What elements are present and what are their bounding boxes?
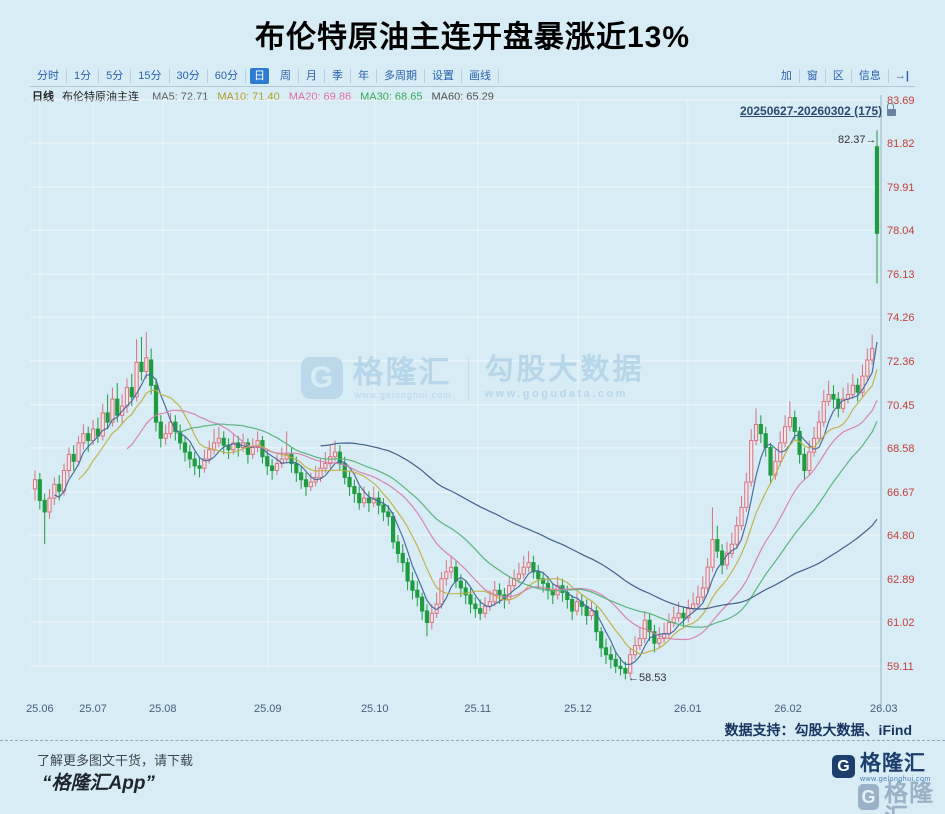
date-range-text: 20250627-20260302 (175) — [740, 104, 883, 118]
period-button-月[interactable]: 月 — [299, 69, 325, 83]
svg-text:26.01: 26.01 — [674, 703, 702, 715]
svg-text:68.58: 68.58 — [887, 443, 915, 455]
svg-text:72.36: 72.36 — [887, 356, 915, 368]
svg-text:70.45: 70.45 — [887, 400, 915, 412]
exit-fullscreen-icon[interactable]: →| — [894, 70, 909, 82]
svg-text:78.04: 78.04 — [887, 225, 915, 237]
svg-text:83.69: 83.69 — [887, 95, 915, 107]
period-button-30分[interactable]: 30分 — [170, 69, 208, 83]
low-price-annotation: ←58.53 — [628, 672, 667, 684]
watermark-gogudata-text: 勾股大数据 — [484, 354, 645, 386]
watermark-brand-text: 格隆汇 — [352, 354, 452, 390]
svg-text:26.02: 26.02 — [774, 703, 802, 715]
watermark-gogudata-url: www.gogudata.com — [484, 388, 628, 400]
svg-text:64.80: 64.80 — [887, 530, 915, 542]
period-button-group: 分时 1分 5分 15分 30分 60分日周月季年多周期 设置 画线 — [30, 68, 499, 84]
svg-text:76.13: 76.13 — [887, 269, 915, 281]
promo-app-name: “格隆汇App” — [42, 773, 155, 794]
period-button-5分[interactable]: 5分 — [99, 69, 132, 83]
gelonghui-logo-text: 格隆汇 — [860, 752, 926, 775]
page-title: 布伦特原油主连开盘暴涨近13% — [254, 21, 691, 54]
svg-text:25.08: 25.08 — [149, 703, 177, 715]
period-toolbar: 分时 1分 5分 15分 30分 60分日周月季年多周期 设置 画线 加窗区信息 →| — [30, 66, 915, 87]
period-button-多周期[interactable]: 多周期 — [377, 69, 425, 83]
chart-plot-area[interactable]: 83.69 81.82 79.91 78.04 76.13 74.26 72.36 70.45… — [0, 95, 945, 720]
watermark-brand-url: www.gelonghui.com — [354, 389, 452, 400]
tool-button-加[interactable]: 加 — [774, 69, 800, 83]
svg-text:61.02: 61.02 — [887, 617, 915, 629]
period-button-画线[interactable]: 画线 — [462, 69, 499, 83]
svg-text:62.89: 62.89 — [887, 574, 915, 586]
gelonghui-logo-echo: G 格隆汇 — [858, 782, 945, 814]
toolbar-right-tools: 加窗区信息 →| — [774, 69, 915, 83]
period-button-季[interactable]: 季 — [325, 69, 351, 83]
svg-text:25.07: 25.07 — [79, 703, 107, 715]
watermark-divider — [467, 356, 469, 400]
svg-text:81.82: 81.82 — [887, 138, 915, 150]
footer-divider — [0, 740, 945, 741]
svg-text:66.67: 66.67 — [887, 487, 915, 499]
period-button-年[interactable]: 年 — [351, 69, 377, 83]
svg-text:26.03: 26.03 — [870, 703, 898, 715]
tool-button-窗[interactable]: 窗 — [800, 69, 826, 83]
svg-text:25.09: 25.09 — [254, 703, 282, 715]
period-button-60分[interactable]: 60分 — [208, 69, 246, 83]
svg-text:25.06: 25.06 — [26, 703, 54, 715]
svg-text:25.10: 25.10 — [361, 703, 389, 715]
svg-text:25.12: 25.12 — [564, 703, 592, 715]
period-button-分时[interactable]: 分时 — [30, 69, 67, 83]
period-button-1分[interactable]: 1分 — [67, 69, 100, 83]
period-button-15分[interactable]: 15分 — [131, 69, 170, 83]
data-support-credit: 数据支持：勾股大数据、iFind — [724, 722, 912, 738]
tool-button-区[interactable]: 区 — [826, 69, 852, 83]
gelonghui-logo-icon: G — [832, 755, 855, 778]
period-button-周[interactable]: 周 — [273, 69, 299, 83]
date-range-label[interactable]: 20250627-20260302 (175) — [740, 103, 897, 118]
watermark: G 格隆汇 www.gelonghui.com 勾股大数据 www.goguda… — [300, 356, 644, 400]
tool-button-信息[interactable]: 信息 — [852, 69, 889, 83]
promo-text: 了解更多图文干货，请下载 — [37, 753, 194, 768]
period-button-日[interactable]: 日 — [250, 68, 269, 84]
high-price-annotation: 82.37→ — [838, 134, 877, 146]
svg-text:25.11: 25.11 — [464, 703, 491, 715]
gelonghui-logo-echo-icon: G — [858, 784, 880, 810]
period-button-设置[interactable]: 设置 — [425, 69, 462, 83]
lock-icon[interactable] — [887, 103, 897, 116]
svg-text:74.26: 74.26 — [887, 312, 915, 324]
svg-text:79.91: 79.91 — [887, 182, 915, 194]
svg-text:59.11: 59.11 — [887, 661, 914, 673]
gelonghui-logo: G 格隆汇 www.gelonghui.com — [832, 753, 931, 783]
gelonghui-logo-url: www.gelonghui.com — [860, 776, 931, 783]
gelonghui-logo-echo-text: 格隆汇 — [884, 780, 935, 814]
gelonghui-watermark-logo-icon: G — [300, 357, 343, 399]
